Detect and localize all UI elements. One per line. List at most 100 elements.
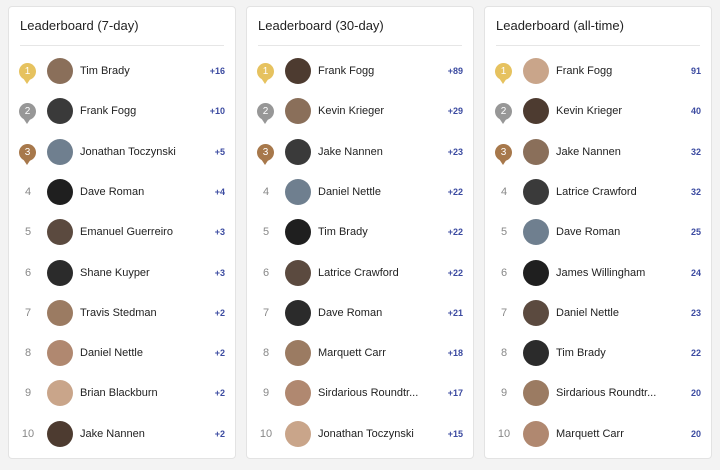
leaderboard-row[interactable]: 4 Dave Roman +4 — [9, 178, 235, 208]
medal-ribbon — [261, 78, 269, 84]
user-name[interactable]: Brian Blackburn — [80, 387, 158, 400]
user-name[interactable]: Marquett Carr — [556, 427, 624, 440]
user-name[interactable]: Latrice Crawford — [318, 266, 399, 279]
rank-number: 7 — [500, 306, 508, 319]
leaderboard-row[interactable]: 9 Sirdarious Roundtr... 20 — [485, 379, 711, 409]
user-name[interactable]: Jake Nannen — [80, 427, 145, 440]
rank-medal: 3 — [495, 143, 512, 161]
leaderboard-row[interactable]: 6 Latrice Crawford +22 — [247, 259, 473, 289]
rank-medal: 3 — [19, 143, 36, 161]
leaderboard-row[interactable]: 2 Kevin Krieger 40 — [485, 97, 711, 127]
score: +4 — [214, 186, 225, 197]
leaderboard-row[interactable]: 9 Sirdarious Roundtr... +17 — [247, 379, 473, 409]
leaderboard-row[interactable]: 10 Marquett Carr 20 — [485, 420, 711, 450]
score: +3 — [214, 227, 225, 238]
rank-medal: 1 — [19, 63, 36, 80]
panel-title: Leaderboard (7-day) — [20, 18, 139, 33]
avatar — [523, 98, 549, 125]
user-name[interactable]: Frank Fogg — [318, 65, 375, 77]
rank-number: 6 — [262, 266, 270, 279]
leaderboard-row[interactable]: 6 Shane Kuyper +3 — [9, 259, 235, 289]
user-name[interactable]: Kevin Krieger — [318, 105, 385, 118]
score: +5 — [214, 146, 225, 157]
panel-title: Leaderboard (all-time) — [496, 18, 624, 33]
rank-number: 4 — [24, 185, 32, 198]
medal-ribbon — [499, 158, 507, 165]
leaderboard-row[interactable]: 9 Brian Blackburn +2 — [9, 379, 235, 409]
user-name[interactable]: Daniel Nettle — [556, 306, 619, 319]
user-name[interactable]: Kevin Krieger — [556, 105, 623, 118]
user-name[interactable]: Shane Kuyper — [80, 266, 150, 279]
leaderboard-row[interactable]: 4 Latrice Crawford 32 — [485, 178, 711, 208]
leaderboard-row[interactable]: 10 Jonathan Toczynski +15 — [247, 420, 473, 450]
leaderboard-row[interactable]: 3 Jake Nannen 32 — [485, 138, 711, 168]
leaderboard-row[interactable]: 4 Daniel Nettle +22 — [247, 178, 473, 208]
avatar — [47, 178, 73, 205]
avatar — [47, 98, 73, 125]
leaderboard-row[interactable]: 10 Jake Nannen +2 — [9, 420, 235, 450]
user-name[interactable]: Dave Roman — [80, 185, 145, 198]
user-name[interactable]: Daniel Nettle — [318, 185, 381, 198]
leaderboard-row[interactable]: 2 Frank Fogg +10 — [9, 97, 235, 127]
rank-medal: 3 — [257, 143, 274, 161]
rank-medal: 2 — [19, 103, 36, 121]
leaderboard-row[interactable]: 3 Jake Nannen +23 — [247, 138, 473, 168]
medal-ribbon — [499, 78, 507, 84]
user-name[interactable]: Marquett Carr — [318, 347, 386, 360]
user-name[interactable]: Tim Brady — [80, 65, 130, 77]
medal-ribbon — [23, 118, 31, 125]
leaderboard-row[interactable]: 1 Tim Brady +16 — [9, 57, 235, 87]
leaderboard-row[interactable]: 1 Frank Fogg 91 — [485, 57, 711, 87]
user-name[interactable]: Latrice Crawford — [556, 185, 637, 198]
leaderboard-row[interactable]: 5 Dave Roman 25 — [485, 218, 711, 248]
leaderboard-row[interactable]: 3 Jonathan Toczynski +5 — [9, 138, 235, 168]
leaderboard-row[interactable]: 5 Emanuel Guerreiro +3 — [9, 218, 235, 248]
leaderboard-row[interactable]: 7 Dave Roman +21 — [247, 299, 473, 329]
rank-medal: 2 — [495, 103, 512, 121]
score: 24 — [690, 267, 701, 278]
avatar — [47, 380, 73, 407]
score: 23 — [690, 307, 701, 318]
leaderboard-row[interactable]: 5 Tim Brady +22 — [247, 218, 473, 248]
user-name[interactable]: Frank Fogg — [556, 65, 613, 77]
user-name[interactable]: Jake Nannen — [318, 145, 383, 158]
user-name[interactable]: Frank Fogg — [80, 105, 137, 118]
leaderboard-row[interactable]: 8 Marquett Carr +18 — [247, 339, 473, 369]
user-name[interactable]: Sirdarious Roundtr... — [318, 387, 419, 400]
score: 20 — [690, 428, 701, 439]
leaderboard-panel: Leaderboard (30-day) 1 Frank Fogg +89 2 Kevin… — [246, 6, 474, 459]
avatar — [285, 138, 311, 165]
leaderboard-row[interactable]: 6 James Willingham 24 — [485, 259, 711, 289]
leaderboard-row[interactable]: 1 Frank Fogg +89 — [247, 57, 473, 87]
user-name[interactable]: Dave Roman — [318, 306, 383, 319]
user-name[interactable]: Sirdarious Roundtr... — [556, 387, 657, 400]
score: 32 — [690, 146, 701, 157]
score: +2 — [214, 307, 225, 318]
user-name[interactable]: Tim Brady — [318, 226, 368, 239]
user-name[interactable]: Dave Roman — [556, 226, 621, 239]
leaderboard-row[interactable]: 2 Kevin Krieger +29 — [247, 97, 473, 127]
rank-number: 10 — [259, 427, 273, 440]
user-name[interactable]: Jake Nannen — [556, 145, 621, 158]
leaderboard-row[interactable]: 7 Travis Stedman +2 — [9, 299, 235, 329]
leaderboard-row[interactable]: 7 Daniel Nettle 23 — [485, 299, 711, 329]
user-name[interactable]: Jonathan Toczynski — [318, 427, 414, 440]
medal-ribbon — [261, 158, 269, 165]
user-name[interactable]: James Willingham — [556, 266, 646, 279]
rank-number: 8 — [24, 347, 32, 360]
avatar — [285, 98, 311, 125]
separator — [258, 45, 462, 46]
rank-medal: 1 — [495, 63, 512, 80]
avatar — [285, 420, 311, 447]
user-name[interactable]: Jonathan Toczynski — [80, 145, 176, 158]
user-name[interactable]: Emanuel Guerreiro — [80, 226, 173, 239]
avatar — [285, 58, 311, 84]
leaderboard-row[interactable]: 8 Daniel Nettle +2 — [9, 339, 235, 369]
rank-number: 9 — [24, 387, 32, 400]
leaderboard-row[interactable]: 8 Tim Brady 22 — [485, 339, 711, 369]
user-name[interactable]: Travis Stedman — [80, 306, 157, 319]
score: +89 — [447, 66, 463, 76]
score: +2 — [214, 388, 225, 399]
user-name[interactable]: Tim Brady — [556, 347, 606, 360]
user-name[interactable]: Daniel Nettle — [80, 347, 143, 360]
